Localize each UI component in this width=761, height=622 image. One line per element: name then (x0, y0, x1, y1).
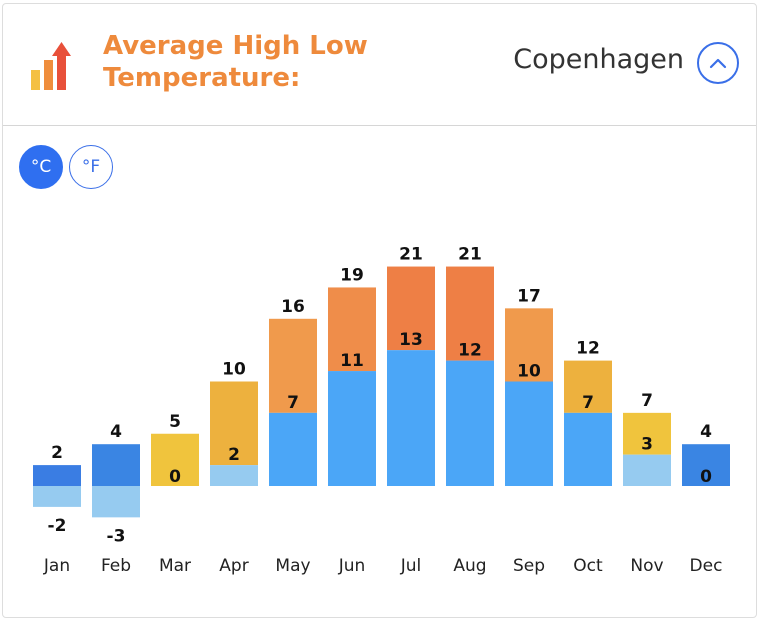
month-label: May (275, 556, 310, 576)
low-temp-label: 11 (340, 351, 364, 371)
high-temp-label: 16 (281, 297, 305, 317)
high-temp-bar (564, 360, 612, 413)
low-temp-bar (328, 371, 376, 486)
month-label: Nov (630, 556, 663, 576)
low-temp-bar (564, 412, 612, 486)
celsius-toggle[interactable]: °C (19, 145, 63, 189)
high-temp-label: 10 (222, 360, 246, 380)
high-temp-label: 12 (576, 339, 600, 359)
low-temp-bar (33, 486, 81, 507)
month-label: Mar (159, 556, 191, 576)
low-temp-label: 7 (287, 393, 299, 413)
high-temp-bar (92, 444, 140, 486)
card-header: Average High Low Temperature: Copenhagen (3, 4, 756, 126)
high-temp-bar (387, 266, 435, 351)
low-temp-bar (387, 350, 435, 486)
low-temp-bar (92, 486, 140, 518)
high-temp-bar (210, 381, 258, 466)
high-temp-bar (682, 444, 730, 486)
city-name: Copenhagen (513, 44, 684, 75)
low-temp-bar (446, 360, 494, 486)
high-temp-bar (151, 433, 199, 486)
fahrenheit-toggle[interactable]: °F (69, 145, 113, 189)
low-temp-bar (623, 454, 671, 486)
month-label: Jan (43, 556, 70, 576)
low-temp-label: -2 (48, 516, 67, 536)
high-temp-label: 21 (458, 245, 482, 265)
low-temp-label: 13 (399, 330, 423, 350)
month-label: Feb (101, 556, 131, 576)
low-temp-label: 3 (641, 435, 653, 455)
low-temp-bar (505, 381, 553, 486)
high-temp-label: 4 (700, 422, 712, 442)
month-label: Oct (573, 556, 603, 576)
month-label: Jun (338, 556, 366, 576)
low-temp-bar (210, 465, 258, 486)
low-temp-label: 12 (458, 341, 482, 361)
chart-title: Average High Low Temperature: (103, 31, 368, 93)
high-temp-bar (269, 318, 317, 413)
low-temp-label: 10 (517, 362, 541, 382)
chevron-up-icon (709, 58, 727, 69)
month-label: Aug (453, 556, 486, 576)
low-temp-label: 0 (169, 467, 181, 487)
high-temp-label: 4 (110, 422, 122, 442)
high-temp-label: 21 (399, 245, 423, 265)
low-temp-label: 7 (582, 393, 594, 413)
collapse-button[interactable] (697, 42, 739, 84)
month-label: Dec (690, 556, 723, 576)
high-temp-bar (505, 308, 553, 382)
high-temp-bar (623, 412, 671, 455)
month-label: Sep (513, 556, 545, 576)
low-temp-label: 2 (228, 445, 240, 465)
high-temp-label: 5 (169, 412, 181, 432)
high-temp-label: 7 (641, 391, 653, 411)
month-label: Jul (400, 556, 422, 576)
low-temp-bar (269, 412, 317, 486)
low-temp-label: -3 (107, 526, 126, 546)
month-label: Apr (219, 556, 248, 576)
bar-chart-arrow-icon (31, 42, 71, 90)
high-temp-label: 17 (517, 286, 541, 306)
high-temp-bar (328, 287, 376, 372)
low-temp-label: 0 (700, 467, 712, 487)
high-temp-label: 19 (340, 265, 364, 285)
high-temp-bar (446, 266, 494, 361)
high-temp-label: 2 (51, 443, 63, 463)
high-temp-bar (33, 465, 81, 486)
